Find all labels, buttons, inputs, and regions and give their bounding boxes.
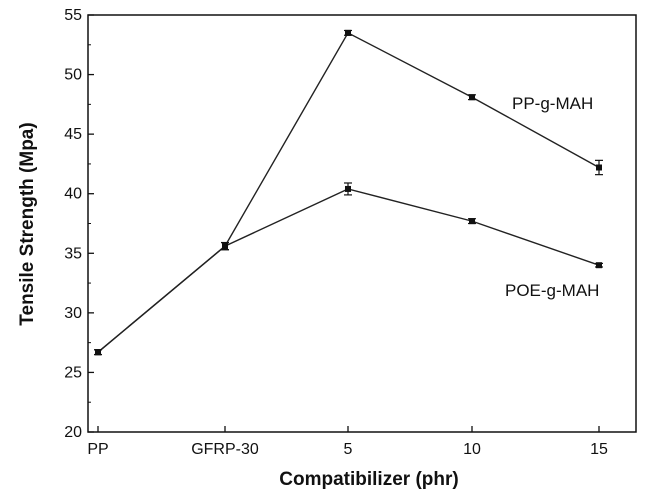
y-tick-label: 35 <box>64 245 82 262</box>
x-tick-label: PP <box>87 441 108 458</box>
y-axis-title: Tensile Strength (Mpa) <box>17 122 38 325</box>
data-point <box>345 185 351 192</box>
series-layer <box>94 29 603 356</box>
series-label-pp-g-mah: PP-g-MAH <box>512 94 593 113</box>
plot-frame <box>87 14 637 433</box>
y-tick-label: 45 <box>64 126 82 143</box>
data-point <box>469 94 475 101</box>
y-tick-label: 50 <box>64 67 82 84</box>
x-axis-title: Compatibilizer (phr) <box>279 469 458 490</box>
data-point <box>596 164 602 171</box>
x-tick-label: 15 <box>590 441 608 458</box>
y-tick-label: 55 <box>64 7 82 24</box>
series-line-1 <box>97 188 600 353</box>
data-point <box>222 243 228 250</box>
x-tick-label: GFRP-30 <box>191 441 259 458</box>
y-axis-ticks: 20 25 30 35 40 45 50 55 <box>64 7 94 441</box>
x-axis-ticks: PP GFRP-30 5 10 15 <box>87 426 608 458</box>
data-point <box>596 262 602 269</box>
y-tick-label: 30 <box>64 305 82 322</box>
x-tick-label: 10 <box>463 441 481 458</box>
data-point <box>469 218 475 225</box>
y-tick-label: 20 <box>64 424 82 441</box>
data-point <box>345 29 351 36</box>
y-tick-label: 40 <box>64 186 82 203</box>
series-label-poe-g-mah: POE-g-MAH <box>505 281 599 300</box>
y-tick-label: 25 <box>64 364 82 381</box>
x-tick-label: 5 <box>344 441 353 458</box>
data-point <box>95 349 101 356</box>
